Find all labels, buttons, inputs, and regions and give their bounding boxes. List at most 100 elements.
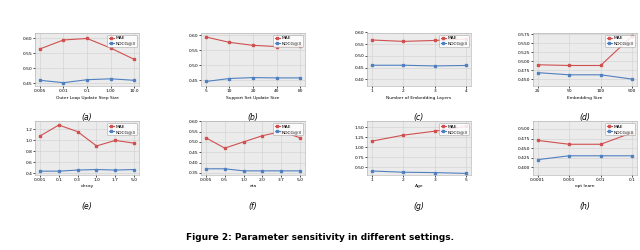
MAE <box>597 64 605 67</box>
Legend: MAE, NDCG@3: MAE, NDCG@3 <box>108 35 137 46</box>
MAE <box>534 63 541 66</box>
NDCG@3 <box>111 168 119 172</box>
MAE <box>399 40 407 43</box>
NDCG@3 <box>131 79 138 82</box>
MAE <box>74 130 81 133</box>
Legend: MAE, NDCG@3: MAE, NDCG@3 <box>273 124 303 135</box>
Legend: MAE, NDCG@3: MAE, NDCG@3 <box>605 35 635 46</box>
NDCG@3 <box>628 78 636 80</box>
NDCG@3 <box>628 154 636 157</box>
X-axis label: decay: decay <box>81 184 93 188</box>
X-axis label: Age: Age <box>415 184 423 188</box>
Text: (d): (d) <box>579 113 590 122</box>
MAE <box>431 39 438 42</box>
Legend: MAE, NDCG@3: MAE, NDCG@3 <box>439 35 468 46</box>
NDCG@3 <box>597 73 605 76</box>
Line: MAE: MAE <box>371 125 467 142</box>
Legend: MAE, NDCG@3: MAE, NDCG@3 <box>273 35 303 46</box>
MAE <box>462 38 470 40</box>
Text: (f): (f) <box>249 202 257 211</box>
MAE <box>36 134 44 138</box>
NDCG@3 <box>462 172 470 175</box>
NDCG@3 <box>399 64 407 67</box>
MAE <box>83 37 91 40</box>
NDCG@3 <box>202 80 210 83</box>
MAE <box>368 140 376 143</box>
Line: NDCG@3: NDCG@3 <box>371 64 467 67</box>
NDCG@3 <box>249 76 257 79</box>
NDCG@3 <box>107 77 115 80</box>
Line: MAE: MAE <box>38 124 136 147</box>
NDCG@3 <box>399 171 407 174</box>
MAE <box>107 46 115 50</box>
MAE <box>131 58 138 61</box>
X-axis label: Outer Loop Update Step Size: Outer Loop Update Step Size <box>56 96 118 100</box>
Line: NDCG@3: NDCG@3 <box>205 76 301 83</box>
NDCG@3 <box>226 77 234 80</box>
Text: (e): (e) <box>82 202 92 211</box>
NDCG@3 <box>55 170 63 173</box>
MAE <box>399 134 407 137</box>
NDCG@3 <box>565 154 573 157</box>
NDCG@3 <box>278 169 285 172</box>
NDCG@3 <box>534 158 541 161</box>
MAE <box>36 48 44 50</box>
X-axis label: opt learn: opt learn <box>575 184 595 188</box>
NDCG@3 <box>296 76 304 80</box>
Text: (b): (b) <box>248 113 259 122</box>
Legend: MAE, NDCG@3: MAE, NDCG@3 <box>605 124 635 135</box>
NDCG@3 <box>240 169 248 172</box>
Line: NDCG@3: NDCG@3 <box>205 168 301 172</box>
Text: Figure 2: Parameter sensitivity in different settings.: Figure 2: Parameter sensitivity in diffe… <box>186 232 454 241</box>
MAE <box>431 130 438 133</box>
NDCG@3 <box>259 169 266 172</box>
MAE <box>131 142 138 145</box>
NDCG@3 <box>36 170 44 173</box>
Line: MAE: MAE <box>536 35 634 67</box>
NDCG@3 <box>93 168 100 171</box>
X-axis label: Support Set Update Size: Support Set Update Size <box>227 96 280 100</box>
NDCG@3 <box>83 78 91 81</box>
NDCG@3 <box>296 169 304 172</box>
Text: (c): (c) <box>414 113 424 122</box>
MAE <box>226 41 234 44</box>
Text: (a): (a) <box>82 113 92 122</box>
MAE <box>534 139 541 142</box>
NDCG@3 <box>462 64 470 67</box>
MAE <box>628 34 636 37</box>
MAE <box>60 38 67 42</box>
NDCG@3 <box>36 79 44 82</box>
NDCG@3 <box>131 168 138 171</box>
MAE <box>296 136 304 139</box>
MAE <box>278 130 285 133</box>
MAE <box>202 36 210 38</box>
Line: NDCG@3: NDCG@3 <box>371 170 467 175</box>
Line: NDCG@3: NDCG@3 <box>38 78 136 84</box>
Line: NDCG@3: NDCG@3 <box>536 71 634 81</box>
Line: NDCG@3: NDCG@3 <box>536 154 634 161</box>
NDCG@3 <box>534 71 541 74</box>
NDCG@3 <box>368 64 376 67</box>
Line: NDCG@3: NDCG@3 <box>38 168 136 172</box>
X-axis label: eta: eta <box>250 184 257 188</box>
MAE <box>462 125 470 128</box>
MAE <box>565 143 573 146</box>
Line: MAE: MAE <box>536 131 634 146</box>
MAE <box>628 131 636 134</box>
X-axis label: Number of Embedding Layers: Number of Embedding Layers <box>387 96 452 100</box>
Legend: MAE, NDCG@3: MAE, NDCG@3 <box>439 124 468 135</box>
X-axis label: Embedding Size: Embedding Size <box>567 96 603 100</box>
MAE <box>597 143 605 146</box>
NDCG@3 <box>431 64 438 68</box>
Line: MAE: MAE <box>371 38 467 43</box>
Line: MAE: MAE <box>205 130 301 150</box>
MAE <box>259 134 266 137</box>
NDCG@3 <box>431 171 438 174</box>
NDCG@3 <box>273 76 280 80</box>
NDCG@3 <box>597 154 605 157</box>
MAE <box>565 64 573 67</box>
MAE <box>273 45 280 48</box>
MAE <box>221 146 228 150</box>
MAE <box>249 44 257 47</box>
MAE <box>296 44 304 48</box>
